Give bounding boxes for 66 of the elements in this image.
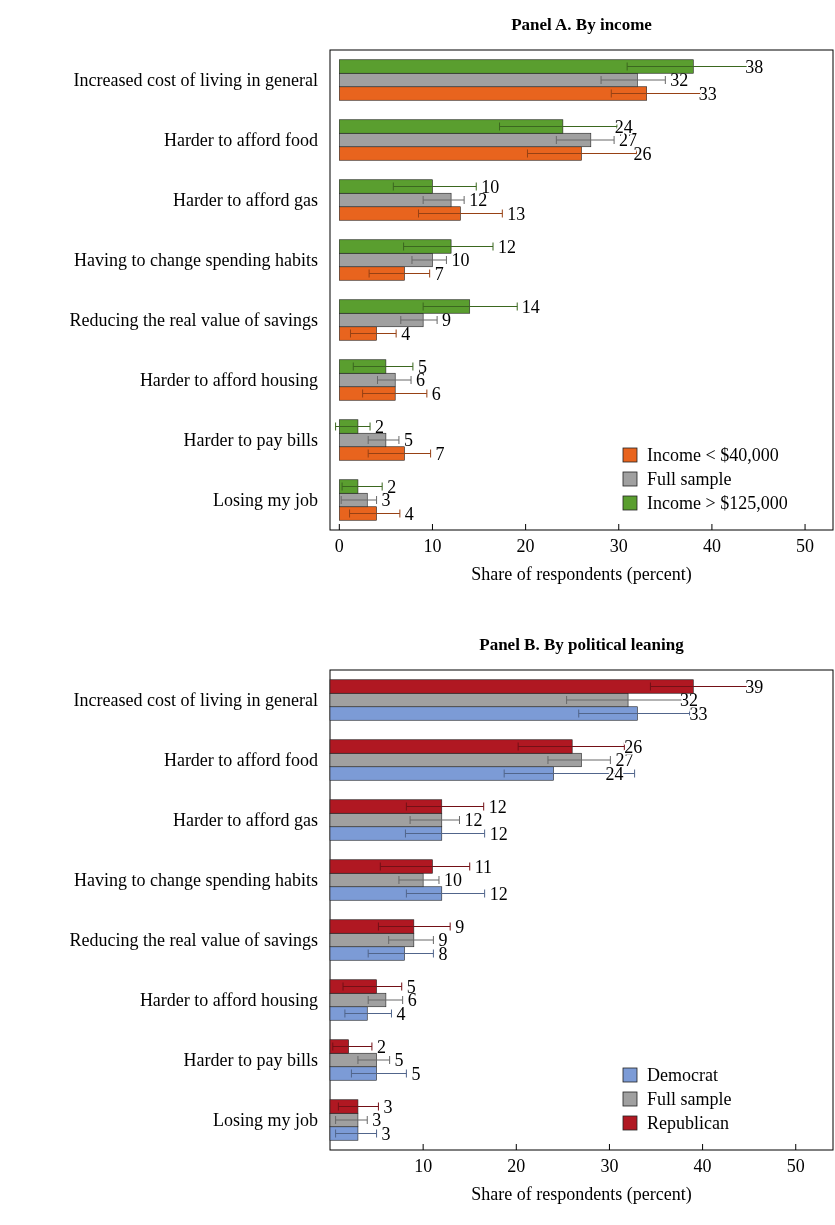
x-tick-label: 10 (414, 1156, 433, 1176)
data-label: 26 (633, 143, 652, 164)
y-tick-label: Harder to afford housing (139, 990, 318, 1010)
y-tick-label: Reducing the real value of savings (69, 930, 318, 950)
y-tick-label: Having to change spending habits (74, 870, 318, 890)
y-tick-label: Harder to pay bills (183, 430, 318, 450)
data-label: 10 (443, 870, 462, 890)
y-tick-label: Losing my job (212, 490, 318, 510)
data-label: 5 (394, 1050, 404, 1070)
data-label: 4 (396, 1003, 406, 1024)
y-tick-label: Harder to afford gas (172, 810, 318, 830)
y-tick-label: Harder to pay bills (183, 1050, 318, 1070)
data-label: 32 (670, 70, 689, 90)
y-tick-label: Harder to afford food (163, 750, 318, 770)
data-label: 6 (431, 383, 441, 404)
data-label: 3 (372, 1110, 382, 1130)
x-tick-label: 50 (796, 536, 815, 556)
x-tick-label: 40 (702, 536, 721, 556)
data-label: 9 (455, 916, 465, 937)
data-label: 13 (507, 203, 526, 224)
data-label: 12 (489, 823, 508, 844)
data-label: 12 (489, 883, 508, 904)
data-label: 3 (381, 1123, 391, 1144)
legend-label: Income > $125,000 (647, 493, 788, 513)
y-tick-label: Harder to afford housing (139, 370, 318, 390)
x-tick-label: 40 (693, 1156, 712, 1176)
y-tick-label: Losing my job (212, 1110, 318, 1130)
x-tick-label: 0 (334, 536, 344, 556)
data-label: 10 (451, 250, 470, 270)
data-label: 12 (464, 810, 483, 830)
data-label: 12 (498, 236, 517, 257)
chart-title: Panel B. By political leaning (479, 635, 685, 654)
data-label: 4 (401, 323, 411, 344)
y-tick-label: Increased cost of living in general (73, 70, 318, 90)
y-tick-label: Increased cost of living in general (73, 690, 318, 710)
x-tick-label: 20 (516, 536, 535, 556)
data-label: 3 (383, 1096, 393, 1117)
data-label: 5 (403, 430, 413, 450)
y-tick-label: Reducing the real value of savings (69, 310, 318, 330)
x-axis-title: Share of respondents (percent) (471, 1184, 692, 1205)
data-label: 2 (376, 1036, 386, 1057)
x-tick-label: 20 (507, 1156, 526, 1176)
legend-label: Democrat (647, 1065, 718, 1085)
data-label: 33 (698, 83, 717, 104)
chart-title: Panel A. By income (511, 15, 653, 34)
y-tick-label: Harder to afford food (163, 130, 318, 150)
data-label: 5 (411, 1063, 421, 1084)
x-tick-label: 50 (786, 1156, 805, 1176)
legend-label: Full sample (647, 469, 732, 489)
legend-label: Income < $40,000 (647, 445, 779, 465)
data-label: 7 (435, 443, 445, 464)
legend-label: Republican (647, 1113, 729, 1133)
x-tick-label: 30 (600, 1156, 619, 1176)
data-label: 12 (488, 796, 507, 817)
data-label: 14 (521, 296, 540, 317)
data-label: 2 (375, 416, 385, 437)
x-axis-title: Share of respondents (percent) (471, 564, 692, 585)
data-label: 4 (404, 503, 414, 524)
legend-label: Full sample (647, 1089, 732, 1109)
data-label: 9 (442, 310, 452, 330)
data-label: 7 (434, 263, 444, 284)
x-tick-label: 30 (609, 536, 628, 556)
y-tick-label: Harder to afford gas (172, 190, 318, 210)
y-tick-label: Having to change spending habits (74, 250, 318, 270)
data-label: 11 (474, 856, 493, 877)
x-tick-label: 10 (423, 536, 442, 556)
